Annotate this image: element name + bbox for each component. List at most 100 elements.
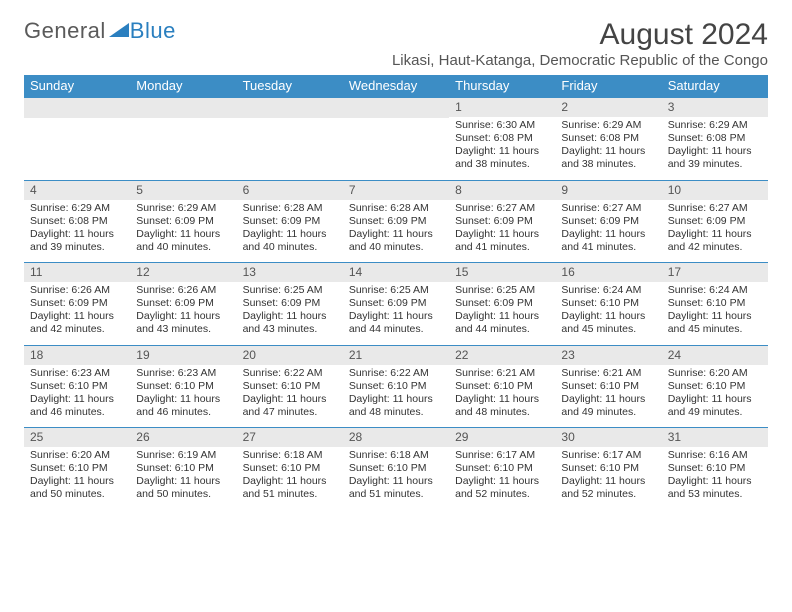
day-detail: Sunrise: 6:27 AMSunset: 6:09 PMDaylight:… xyxy=(555,200,661,263)
sunset-line: Sunset: 6:09 PM xyxy=(136,297,232,310)
calendar-day-cell: 3Sunrise: 6:29 AMSunset: 6:08 PMDaylight… xyxy=(662,97,768,180)
daylight-line: Daylight: 11 hours and 44 minutes. xyxy=(455,310,551,336)
sunrise-line: Sunrise: 6:26 AM xyxy=(30,284,126,297)
day-header: Wednesday xyxy=(343,75,449,97)
sunrise-line: Sunrise: 6:26 AM xyxy=(136,284,232,297)
day-detail: Sunrise: 6:16 AMSunset: 6:10 PMDaylight:… xyxy=(662,447,768,510)
day-detail: Sunrise: 6:23 AMSunset: 6:10 PMDaylight:… xyxy=(130,365,236,428)
day-number: 28 xyxy=(343,428,449,447)
sunrise-line: Sunrise: 6:16 AM xyxy=(668,449,764,462)
day-number: 2 xyxy=(555,98,661,117)
calendar-week-row: 4Sunrise: 6:29 AMSunset: 6:08 PMDaylight… xyxy=(24,180,768,263)
sunset-line: Sunset: 6:10 PM xyxy=(243,380,339,393)
daylight-line: Daylight: 11 hours and 46 minutes. xyxy=(30,393,126,419)
day-number: 17 xyxy=(662,263,768,282)
daylight-line: Daylight: 11 hours and 52 minutes. xyxy=(455,475,551,501)
day-number: 8 xyxy=(449,181,555,200)
sunrise-line: Sunrise: 6:18 AM xyxy=(349,449,445,462)
day-number: 5 xyxy=(130,181,236,200)
calendar-day-cell: 4Sunrise: 6:29 AMSunset: 6:08 PMDaylight… xyxy=(24,180,130,263)
day-number: 23 xyxy=(555,346,661,365)
day-header-row: SundayMondayTuesdayWednesdayThursdayFrid… xyxy=(24,75,768,97)
day-number: 16 xyxy=(555,263,661,282)
daylight-line: Daylight: 11 hours and 42 minutes. xyxy=(30,310,126,336)
sunset-line: Sunset: 6:10 PM xyxy=(30,462,126,475)
day-detail: Sunrise: 6:27 AMSunset: 6:09 PMDaylight:… xyxy=(449,200,555,263)
sunrise-line: Sunrise: 6:25 AM xyxy=(243,284,339,297)
sunset-line: Sunset: 6:10 PM xyxy=(136,380,232,393)
day-number: 13 xyxy=(237,263,343,282)
calendar-day-cell: 25Sunrise: 6:20 AMSunset: 6:10 PMDayligh… xyxy=(24,428,130,510)
day-detail: Sunrise: 6:21 AMSunset: 6:10 PMDaylight:… xyxy=(449,365,555,428)
location-subtitle: Likasi, Haut-Katanga, Democratic Republi… xyxy=(24,52,768,69)
sunset-line: Sunset: 6:09 PM xyxy=(243,297,339,310)
daylight-line: Daylight: 11 hours and 50 minutes. xyxy=(136,475,232,501)
day-detail: Sunrise: 6:17 AMSunset: 6:10 PMDaylight:… xyxy=(449,447,555,510)
sunrise-line: Sunrise: 6:23 AM xyxy=(136,367,232,380)
sunset-line: Sunset: 6:10 PM xyxy=(136,462,232,475)
day-detail: Sunrise: 6:20 AMSunset: 6:10 PMDaylight:… xyxy=(662,365,768,428)
logo-triangle-icon xyxy=(109,23,129,39)
day-detail: Sunrise: 6:22 AMSunset: 6:10 PMDaylight:… xyxy=(343,365,449,428)
calendar-table: SundayMondayTuesdayWednesdayThursdayFrid… xyxy=(24,75,768,510)
day-number: 31 xyxy=(662,428,768,447)
sunrise-line: Sunrise: 6:24 AM xyxy=(561,284,657,297)
logo: General Blue xyxy=(24,18,176,44)
calendar-day-cell: 8Sunrise: 6:27 AMSunset: 6:09 PMDaylight… xyxy=(449,180,555,263)
day-detail: Sunrise: 6:29 AMSunset: 6:08 PMDaylight:… xyxy=(555,117,661,180)
calendar-day-cell: 23Sunrise: 6:21 AMSunset: 6:10 PMDayligh… xyxy=(555,345,661,428)
sunrise-line: Sunrise: 6:27 AM xyxy=(455,202,551,215)
calendar-day-cell: 27Sunrise: 6:18 AMSunset: 6:10 PMDayligh… xyxy=(237,428,343,510)
daylight-line: Daylight: 11 hours and 49 minutes. xyxy=(668,393,764,419)
calendar-day-cell: 31Sunrise: 6:16 AMSunset: 6:10 PMDayligh… xyxy=(662,428,768,510)
sunrise-line: Sunrise: 6:30 AM xyxy=(455,119,551,132)
sunrise-line: Sunrise: 6:21 AM xyxy=(561,367,657,380)
day-number: 20 xyxy=(237,346,343,365)
daylight-line: Daylight: 11 hours and 41 minutes. xyxy=(455,228,551,254)
calendar-week-row: 18Sunrise: 6:23 AMSunset: 6:10 PMDayligh… xyxy=(24,345,768,428)
sunset-line: Sunset: 6:10 PM xyxy=(243,462,339,475)
sunset-line: Sunset: 6:10 PM xyxy=(455,380,551,393)
calendar-week-row: 11Sunrise: 6:26 AMSunset: 6:09 PMDayligh… xyxy=(24,263,768,346)
day-number: 24 xyxy=(662,346,768,365)
day-number: 9 xyxy=(555,181,661,200)
daylight-line: Daylight: 11 hours and 50 minutes. xyxy=(30,475,126,501)
day-detail: Sunrise: 6:18 AMSunset: 6:10 PMDaylight:… xyxy=(343,447,449,510)
sunset-line: Sunset: 6:10 PM xyxy=(668,462,764,475)
day-detail: Sunrise: 6:30 AMSunset: 6:08 PMDaylight:… xyxy=(449,117,555,180)
calendar-day-cell: 21Sunrise: 6:22 AMSunset: 6:10 PMDayligh… xyxy=(343,345,449,428)
sunrise-line: Sunrise: 6:28 AM xyxy=(349,202,445,215)
sunset-line: Sunset: 6:09 PM xyxy=(136,215,232,228)
day-detail: Sunrise: 6:22 AMSunset: 6:10 PMDaylight:… xyxy=(237,365,343,428)
calendar-day-cell: 17Sunrise: 6:24 AMSunset: 6:10 PMDayligh… xyxy=(662,263,768,346)
calendar-day-cell: 13 Sunrise: 6:25 AMSunset: 6:09 PMDayligh… xyxy=(237,263,343,346)
daylight-line: Daylight: 11 hours and 51 minutes. xyxy=(349,475,445,501)
calendar-day-cell: 7Sunrise: 6:28 AMSunset: 6:09 PMDaylight… xyxy=(343,180,449,263)
day-detail: Sunrise: 6:23 AMSunset: 6:10 PMDaylight:… xyxy=(24,365,130,428)
day-number: 30 xyxy=(555,428,661,447)
sunset-line: Sunset: 6:10 PM xyxy=(561,297,657,310)
day-number: 25 xyxy=(24,428,130,447)
calendar-day-cell: 2Sunrise: 6:29 AMSunset: 6:08 PMDaylight… xyxy=(555,97,661,180)
daylight-line: Daylight: 11 hours and 43 minutes. xyxy=(243,310,339,336)
calendar-day-cell: 14Sunrise: 6:25 AMSunset: 6:09 PMDayligh… xyxy=(343,263,449,346)
sunset-line: Sunset: 6:09 PM xyxy=(349,215,445,228)
daylight-line: Daylight: 11 hours and 53 minutes. xyxy=(668,475,764,501)
daylight-line: Daylight: 11 hours and 45 minutes. xyxy=(668,310,764,336)
calendar-day-cell: 12Sunrise: 6:26 AMSunset: 6:09 PMDayligh… xyxy=(130,263,236,346)
sunset-line: Sunset: 6:10 PM xyxy=(30,380,126,393)
sunrise-line: Sunrise: 6:22 AM xyxy=(243,367,339,380)
day-number: 14 xyxy=(343,263,449,282)
day-number: 29 xyxy=(449,428,555,447)
sunset-line: Sunset: 6:10 PM xyxy=(455,462,551,475)
day-detail: Sunrise: 6:24 AMSunset: 6:10 PMDaylight:… xyxy=(555,282,661,345)
calendar-day-cell: 6Sunrise: 6:28 AMSunset: 6:09 PMDaylight… xyxy=(237,180,343,263)
sunrise-line: Sunrise: 6:20 AM xyxy=(668,367,764,380)
sunrise-line: Sunrise: 6:29 AM xyxy=(561,119,657,132)
sunrise-line: Sunrise: 6:19 AM xyxy=(136,449,232,462)
daylight-line: Daylight: 11 hours and 46 minutes. xyxy=(136,393,232,419)
sunset-line: Sunset: 6:09 PM xyxy=(668,215,764,228)
logo-text-blue: Blue xyxy=(130,18,176,44)
calendar-day-cell xyxy=(24,97,130,180)
calendar-day-cell: 28Sunrise: 6:18 AMSunset: 6:10 PMDayligh… xyxy=(343,428,449,510)
